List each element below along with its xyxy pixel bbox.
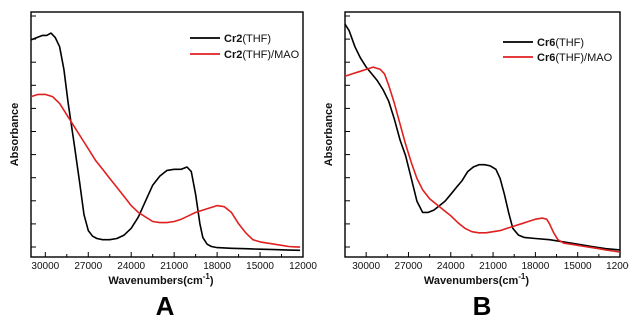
x-tick-label: 24000 xyxy=(437,261,465,272)
x-tick-label: 27000 xyxy=(74,261,102,272)
legend-entry-rest: (THF) xyxy=(555,37,584,49)
x-tick-label: 15000 xyxy=(246,261,274,272)
y-axis-title: Absorbance xyxy=(323,103,335,167)
series-line-mao xyxy=(344,66,621,253)
legend-entry-bold: Cr2 xyxy=(224,49,242,61)
x-tick-label: 21000 xyxy=(479,261,507,272)
legend-entry-rest: (THF)/MAO xyxy=(242,49,299,61)
x-tick-label: 15000 xyxy=(564,261,592,272)
x-axis-title-main: Wavenumbers(cm xyxy=(108,275,203,287)
x-tick-label: 18000 xyxy=(203,261,231,272)
panel-letter: A xyxy=(156,291,175,321)
panel-b-chart: 30000 27000 24000 21000 18000 15000 12000 Cr6(T… xyxy=(323,11,629,321)
legend-entry-bold: Cr6 xyxy=(537,52,555,64)
legend-entry: Cr2(THF) xyxy=(224,33,271,45)
legend-entry-bold: Cr6 xyxy=(537,37,555,49)
x-tick-label: 18000 xyxy=(521,261,549,272)
plot-frame xyxy=(344,11,621,258)
x-axis-title-sup: -1 xyxy=(203,272,211,281)
legend-entry-bold: Cr2 xyxy=(224,33,242,45)
x-tick-label: 30000 xyxy=(352,261,380,272)
legend-entry-rest: (THF)/MAO xyxy=(555,52,612,64)
series-line-mao xyxy=(30,93,301,248)
x-axis-title-close: ) xyxy=(525,275,529,287)
x-tick-label: 27000 xyxy=(395,261,423,272)
series-line-neat xyxy=(344,23,621,251)
x-tick-label: 12000 xyxy=(606,261,629,272)
x-tick-label: 12000 xyxy=(289,261,317,272)
legend-entry-rest: (THF) xyxy=(242,33,271,45)
series-line-neat xyxy=(30,32,301,252)
x-axis-title-sup: -1 xyxy=(518,272,526,281)
x-axis-title-close: ) xyxy=(210,275,214,287)
legend-entry: Cr6(THF)/MAO xyxy=(537,52,613,64)
plot-frame xyxy=(30,11,304,258)
legend-entry: Cr6(THF) xyxy=(537,37,584,49)
x-tick-label: 30000 xyxy=(31,261,59,272)
x-axis-title: Wavenumbers(cm-1) xyxy=(108,272,213,287)
panel-letter: B xyxy=(473,291,492,321)
panel-a-chart: 30000 27000 24000 21000 18000 15000 12000 Cr2(T… xyxy=(9,11,317,321)
x-axis-title: Wavenumbers(cm-1) xyxy=(424,272,529,287)
x-axis-title-main: Wavenumbers(cm xyxy=(424,275,519,287)
x-tick-label: 24000 xyxy=(117,261,145,272)
x-tick-label: 21000 xyxy=(160,261,188,272)
y-axis-title: Absorbance xyxy=(9,103,21,167)
legend-entry: Cr2(THF)/MAO xyxy=(224,49,300,61)
